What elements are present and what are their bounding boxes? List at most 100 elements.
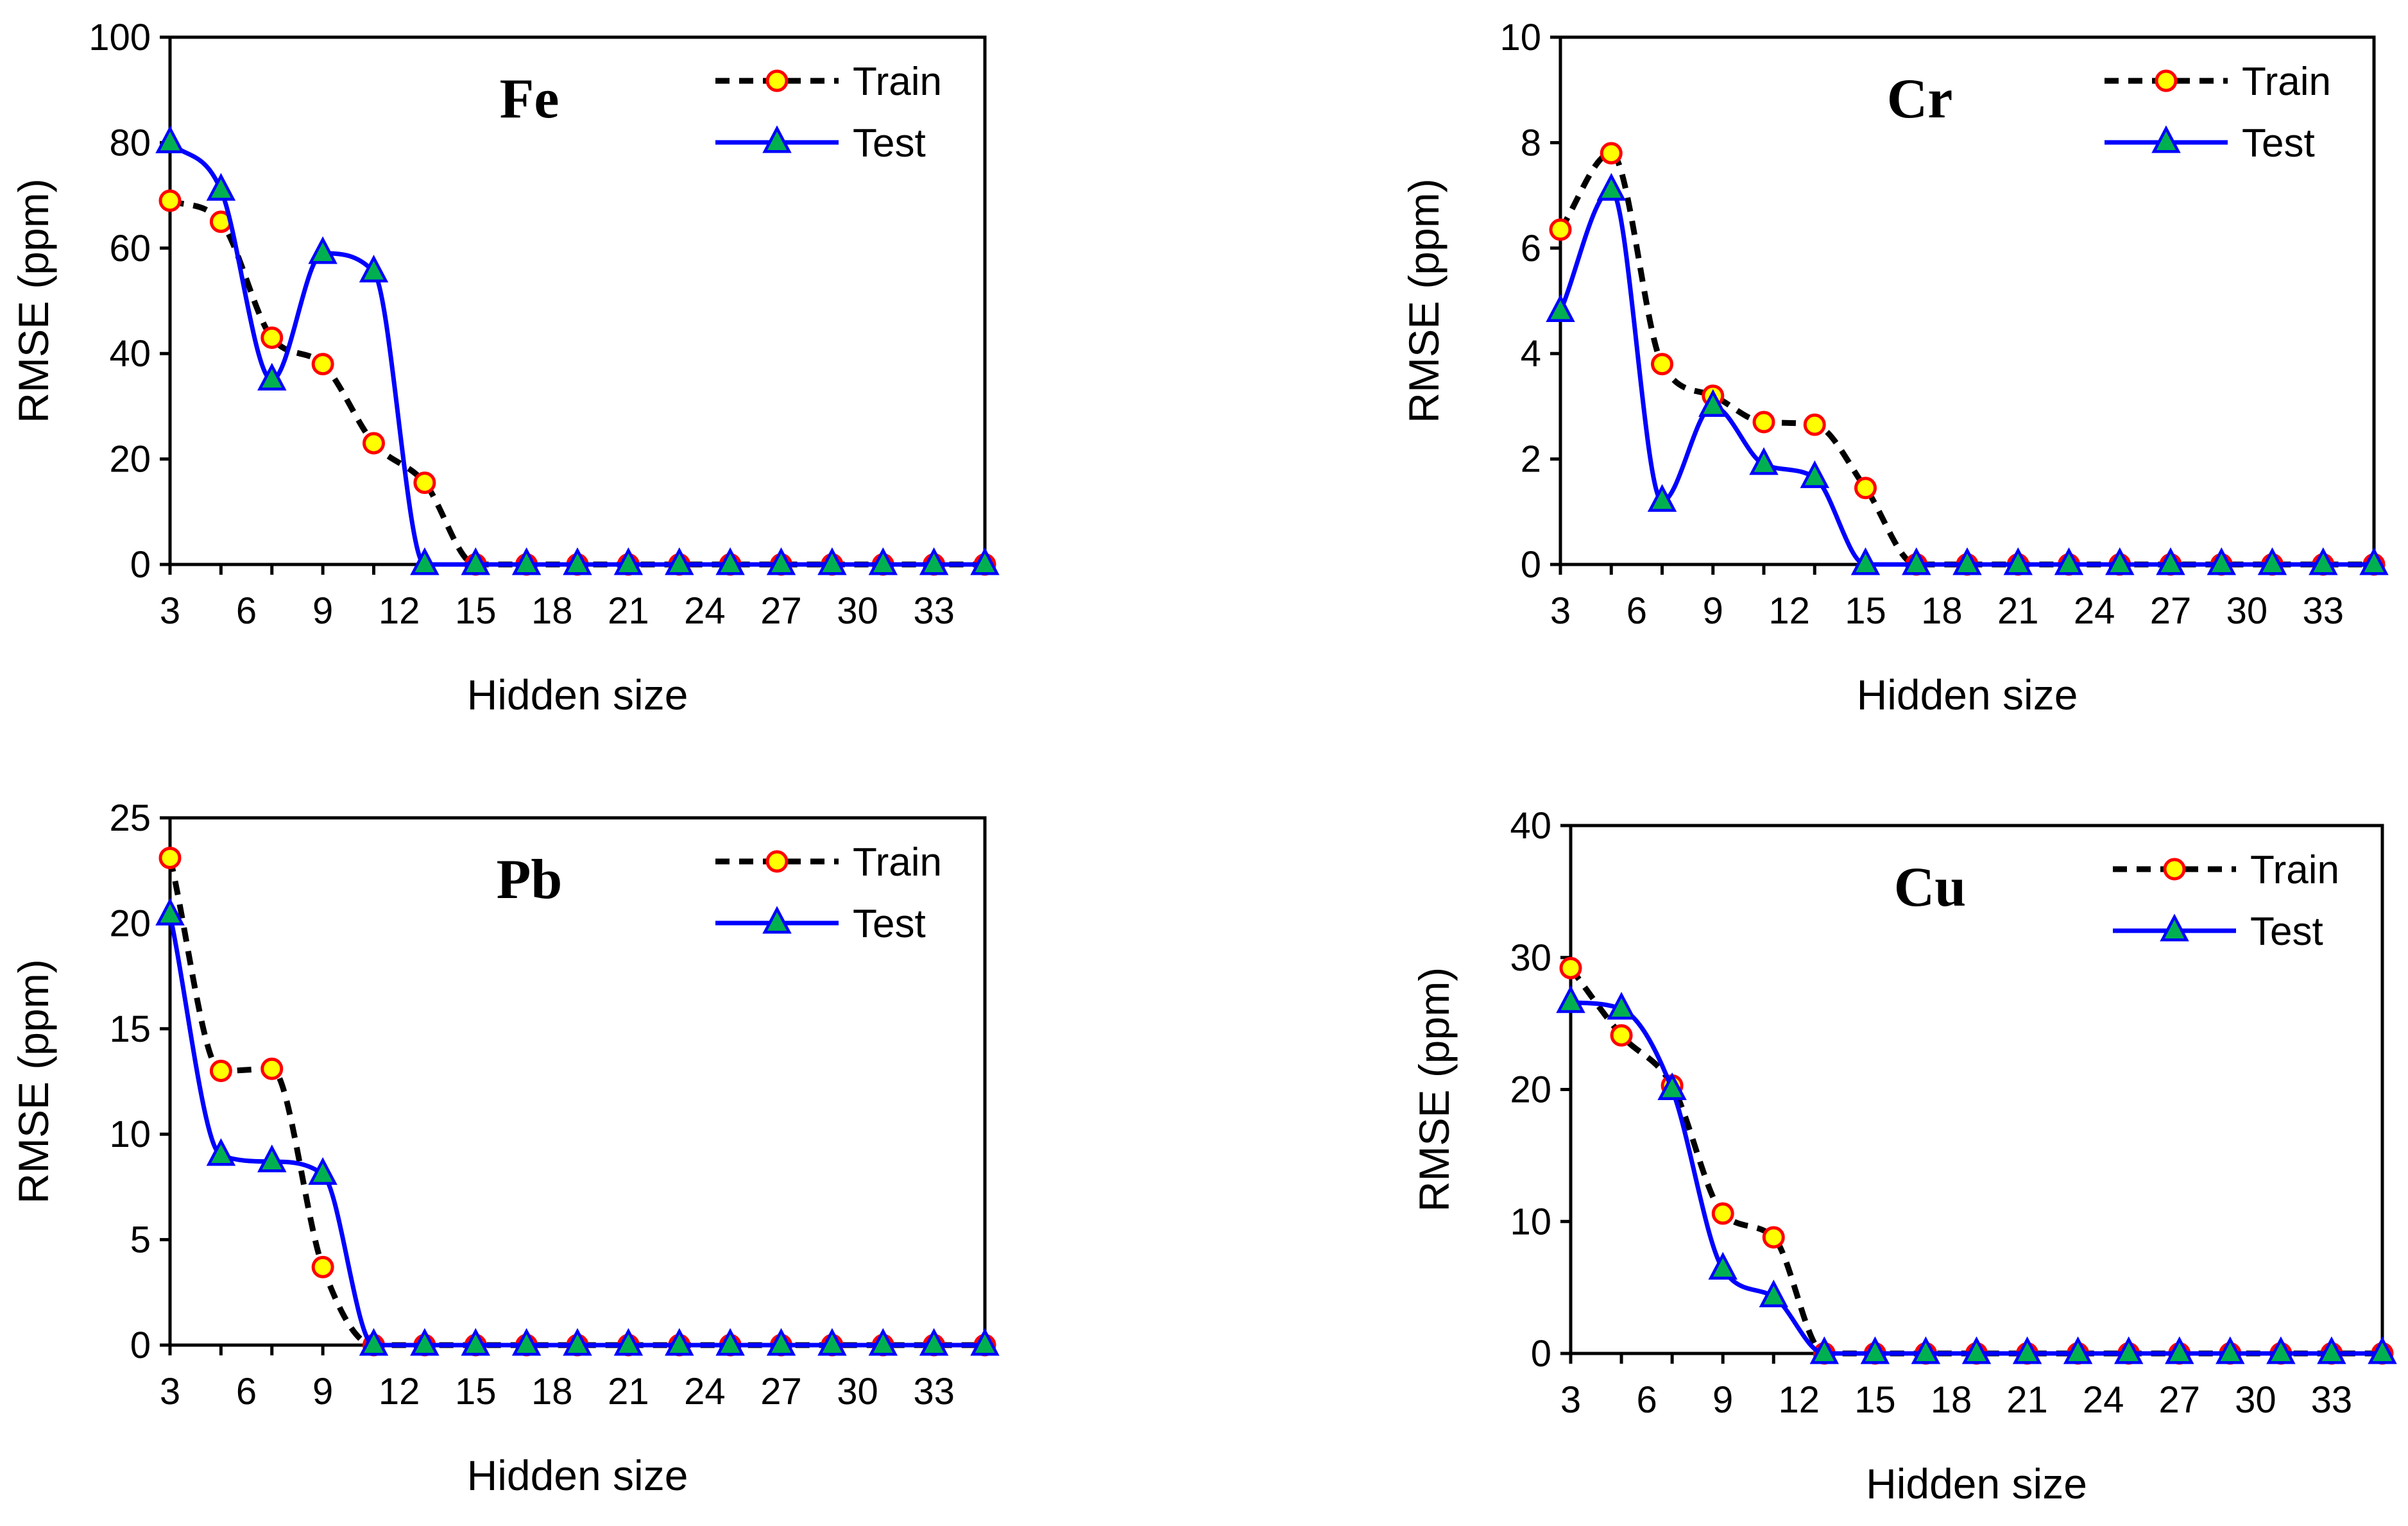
data-point-test [2054, 547, 2084, 575]
y-tick-label: 8 [1521, 122, 1541, 164]
x-tick-label: 30 [837, 590, 878, 632]
y-tick-label: 20 [109, 903, 151, 944]
x-tick-label: 30 [837, 1371, 878, 1412]
y-tick-label: 4 [1521, 333, 1541, 375]
legend-label-test: Test [853, 121, 926, 165]
x-tick-label: 33 [2302, 590, 2344, 632]
x-tick-label: 12 [379, 1371, 420, 1412]
y-tick-label: 40 [109, 333, 151, 375]
x-tick-label: 33 [2311, 1379, 2353, 1421]
y-tick-label: 15 [109, 1008, 151, 1050]
panel-title: Cr [1887, 68, 1953, 130]
data-point-test [2003, 547, 2033, 575]
x-tick-label: 15 [455, 1371, 497, 1412]
y-axis-title: RMSE (ppm) [10, 178, 57, 423]
data-point-test [359, 1328, 389, 1356]
data-point-train [209, 1060, 232, 1083]
data-point-test [2113, 1336, 2144, 1364]
x-tick-label: 12 [379, 590, 420, 632]
x-tick-label: 33 [913, 590, 955, 632]
panel-title: Cu [1894, 856, 1967, 919]
chart-panel-cu: 0 10 20 30 40 3 6 9 12 15 18 21 24 27 30 33 Hidden size R… [1410, 805, 2397, 1507]
data-point-test [665, 547, 694, 575]
data-point-test [2309, 547, 2338, 575]
legend-marker-test [762, 125, 792, 153]
y-tick-label: 20 [1510, 1069, 1551, 1111]
series-line-train [169, 198, 985, 568]
data-point-test [613, 1328, 644, 1356]
data-point-train [1752, 411, 1775, 434]
data-point-train [1559, 956, 1582, 979]
data-point-train [1610, 1024, 1633, 1047]
x-tick-label: 3 [1550, 590, 1571, 632]
data-point-test [461, 1328, 491, 1356]
data-point-test [206, 1138, 236, 1166]
legend-marker-test [2151, 125, 2181, 153]
legend-label-train: Train [853, 840, 942, 885]
y-tick-label: 25 [109, 797, 151, 839]
data-point-train [158, 846, 182, 869]
data-point-test [1800, 460, 1830, 488]
y-tick-label: 100 [89, 17, 151, 58]
data-point-test [1952, 547, 1982, 575]
data-point-test [2257, 547, 2287, 575]
x-tick-label: 9 [1712, 1379, 1733, 1421]
data-point-test [2317, 1336, 2346, 1364]
x-tick-label: 15 [1854, 1379, 1896, 1421]
data-point-test [2156, 547, 2185, 575]
x-tick-label: 24 [684, 590, 726, 632]
x-tick-label: 21 [1997, 590, 2039, 632]
data-point-test [1607, 992, 1636, 1020]
x-tick-label: 15 [455, 590, 497, 632]
data-point-test [1860, 1336, 1890, 1364]
data-point-test [1657, 1072, 1687, 1101]
series-line-train [1558, 150, 2374, 568]
x-tick-label: 33 [913, 1371, 955, 1412]
data-point-train [311, 353, 334, 376]
data-point-test [359, 255, 389, 283]
data-point-test [1911, 1336, 1941, 1364]
y-tick-label: 10 [1510, 1201, 1551, 1242]
x-tick-label: 24 [684, 1371, 726, 1412]
series-line-test [1570, 1000, 2382, 1356]
x-tick-label: 18 [531, 590, 573, 632]
data-point-test [1708, 1251, 1738, 1280]
data-point-train [1854, 477, 1877, 500]
legend-label-test: Test [2242, 121, 2315, 165]
x-tick-label: 27 [2150, 590, 2192, 632]
x-tick-label: 21 [608, 590, 649, 632]
data-point-test [563, 547, 592, 575]
data-point-test [1596, 173, 1627, 201]
data-point-test [2216, 1336, 2245, 1364]
data-point-train [1803, 413, 1826, 436]
legend-label-train: Train [853, 60, 942, 104]
y-axis-title: RMSE (ppm) [1410, 967, 1458, 1212]
y-tick-label: 30 [1510, 937, 1551, 979]
x-tick-label: 3 [160, 1371, 180, 1412]
data-point-test [817, 547, 847, 575]
data-point-test [2012, 1336, 2042, 1364]
data-point-test [817, 1328, 847, 1356]
series-line-test [1558, 187, 2374, 567]
y-tick-label: 0 [1531, 1333, 1551, 1375]
data-point-train [1600, 142, 1623, 165]
data-point-train [413, 471, 436, 495]
data-point-test [766, 547, 796, 575]
legend-label-test: Test [853, 902, 926, 946]
data-point-test [715, 1328, 745, 1356]
x-axis-title: Hidden size [1857, 671, 2078, 718]
legend-marker-test [762, 906, 792, 934]
data-point-train [158, 189, 182, 212]
x-tick-label: 6 [236, 1371, 257, 1412]
data-point-test [511, 1328, 542, 1356]
y-tick-label: 6 [1521, 228, 1541, 269]
x-tick-label: 27 [760, 590, 802, 632]
legend-label-train: Train [2242, 60, 2331, 104]
x-axis-title: Hidden size [467, 671, 688, 718]
data-point-test [665, 1328, 694, 1356]
panel-title: Fe [500, 68, 559, 130]
panel-title: Pb [497, 849, 563, 911]
legend-marker-train [765, 69, 789, 92]
